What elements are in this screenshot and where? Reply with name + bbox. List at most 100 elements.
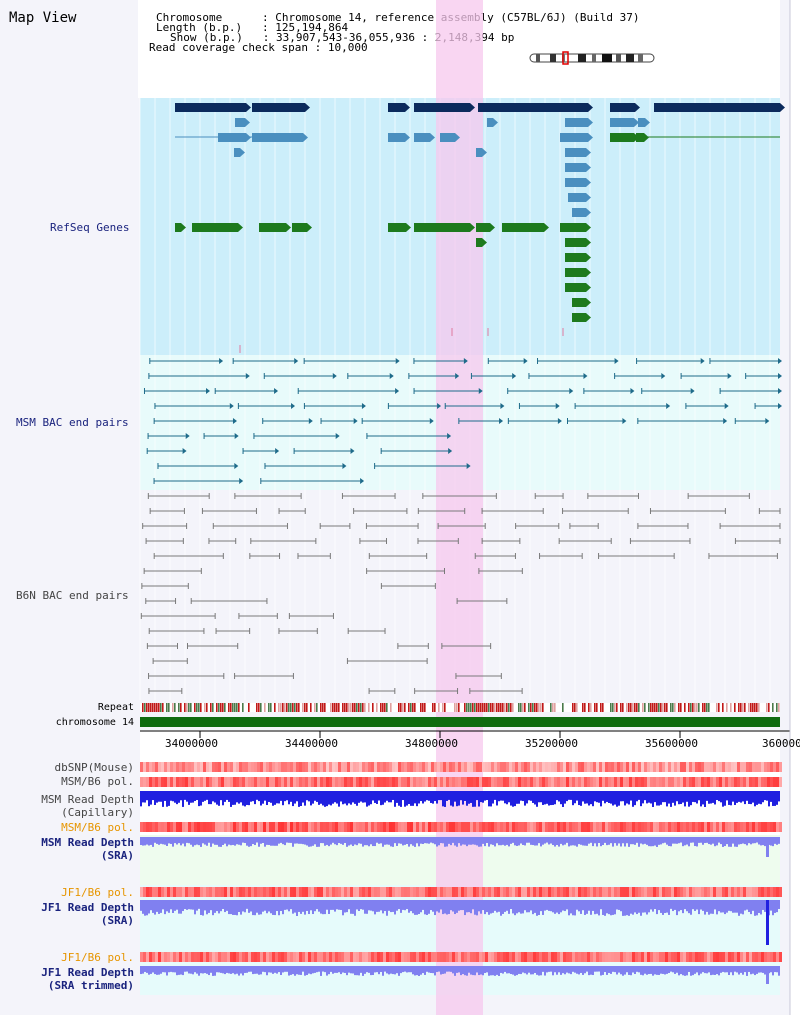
heat-cell — [662, 887, 665, 897]
depth-bar — [266, 837, 268, 845]
heat-cell — [611, 777, 614, 787]
heat-cell — [638, 777, 641, 787]
repeat-element — [294, 703, 296, 712]
depth-bar — [394, 966, 396, 975]
track-label-msm-b6-pol-sra[interactable]: MSM/B6 pol. — [61, 821, 134, 834]
track-label-b6n-bac[interactable]: B6N BAC end pairs — [16, 589, 129, 602]
depth-bar — [344, 900, 346, 913]
repeat-element — [562, 703, 564, 712]
depth-bar — [200, 966, 202, 974]
msm-bac-pairs[interactable] — [143, 358, 782, 484]
depth-bar — [514, 837, 516, 846]
heat-cell — [530, 762, 533, 772]
track-label-jf1-read-depth-trimmed[interactable]: JF1 Read Depth (SRA trimmed) — [41, 966, 134, 992]
heat-cell — [215, 952, 218, 962]
heat-cell — [710, 952, 713, 962]
heat-cell — [644, 822, 647, 832]
depth-bar — [408, 837, 410, 847]
heat-cell — [716, 952, 719, 962]
heat-cell — [647, 952, 650, 962]
heat-cell — [725, 777, 728, 787]
depth-bar — [306, 837, 308, 846]
depth-bar — [506, 900, 508, 911]
heat-cell — [206, 887, 209, 897]
refseq-genes[interactable] — [175, 103, 785, 353]
depth-bar — [426, 791, 428, 801]
heat-cell — [476, 887, 479, 897]
track-label-dbsnp[interactable]: dbSNP(Mouse) — [54, 761, 134, 774]
track-label-jf1-read-depth[interactable]: JF1 Read Depth (SRA) — [41, 901, 134, 927]
depth-bar — [468, 966, 470, 973]
heat-cell — [338, 952, 341, 962]
chromosome-ideogram[interactable] — [528, 51, 658, 65]
heat-cell — [611, 762, 614, 772]
depth-bar — [632, 900, 634, 915]
repeat-element — [650, 703, 652, 712]
header-row-length: Length (b.p.) : 125,194,864 — [156, 21, 349, 34]
depth-bar — [766, 791, 768, 801]
heat-cell — [341, 762, 344, 772]
heat-cell — [695, 952, 698, 962]
depth-bar — [190, 837, 192, 845]
track-label-jf1-b6-pol-trimmed[interactable]: JF1/B6 pol. — [61, 951, 134, 964]
depth-bar — [510, 837, 512, 844]
track-label-msm-bac[interactable]: MSM BAC end pairs — [16, 416, 129, 429]
depth-bar — [732, 837, 734, 844]
depth-bar — [142, 791, 144, 803]
repeat-element — [772, 703, 774, 712]
depth-bar — [456, 900, 458, 913]
heat-cell — [332, 952, 335, 962]
depth-bar — [158, 837, 160, 845]
depth-bar — [692, 900, 694, 910]
heat-cell — [170, 822, 173, 832]
heat-cell — [725, 822, 728, 832]
track-label-refseq[interactable]: RefSeq Genes — [50, 221, 130, 234]
depth-bar — [732, 791, 734, 802]
heat-cell — [149, 822, 152, 832]
depth-bar — [252, 837, 254, 845]
track-label-msm-read-depth-sra[interactable]: MSM Read Depth (SRA) — [41, 836, 134, 862]
heat-cell — [206, 822, 209, 832]
heat-cell — [500, 952, 503, 962]
heat-cell — [197, 777, 200, 787]
heat-cell — [299, 952, 302, 962]
heat-cell — [314, 777, 317, 787]
depth-bar — [238, 966, 240, 976]
track-label-jf1-b6-pol[interactable]: JF1/B6 pol. — [61, 886, 134, 899]
depth-bar — [740, 791, 742, 803]
heat-cell — [731, 887, 734, 897]
heat-cell — [179, 777, 182, 787]
track-label-msm-b6-pol[interactable]: MSM/B6 pol. — [61, 775, 134, 788]
heat-cell — [566, 822, 569, 832]
depth-bar — [252, 966, 254, 975]
heat-cell — [731, 777, 734, 787]
heat-cell — [329, 762, 332, 772]
depth-bar — [694, 837, 696, 847]
depth-bar — [722, 791, 724, 807]
heat-cell — [398, 777, 401, 787]
repeat-element — [292, 703, 294, 712]
track-label-msm-read-depth-capillary[interactable]: MSM Read Depth (Capillary) — [41, 793, 134, 819]
heat-cell — [644, 887, 647, 897]
depth-bar — [228, 966, 230, 974]
heat-cell — [209, 952, 212, 962]
gene-strand-arrow — [586, 253, 591, 262]
selected-region-highlight[interactable] — [436, 0, 483, 1015]
b6n-bac-pairs[interactable] — [140, 493, 781, 694]
depth-bar — [436, 837, 438, 847]
depth-bar — [258, 900, 260, 915]
heat-cell — [368, 887, 371, 897]
repeat-element — [258, 703, 260, 712]
gene-exon — [440, 133, 455, 142]
depth-bar — [564, 837, 566, 845]
depth-bar — [554, 966, 556, 973]
axis-tick-label: 35600000 — [645, 737, 698, 750]
depth-bar — [772, 791, 774, 806]
gene-strand-arrow — [586, 148, 591, 157]
heat-cell — [314, 822, 317, 832]
depth-bar — [524, 837, 526, 846]
depth-bar — [442, 837, 444, 844]
depth-bar — [656, 791, 658, 806]
heat-cell — [218, 822, 221, 832]
